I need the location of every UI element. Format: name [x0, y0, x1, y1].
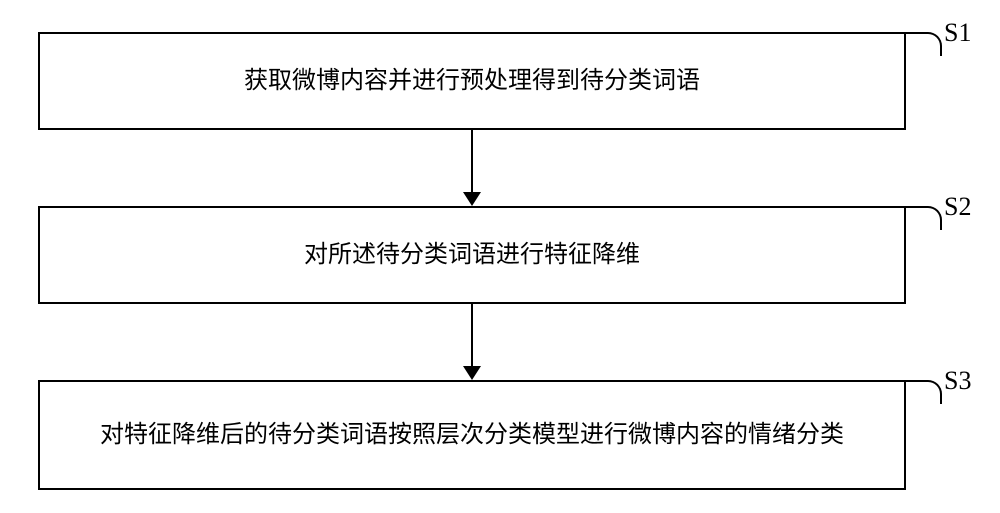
step-label-s2: S2: [944, 192, 971, 222]
step-label-s1: S1: [944, 18, 971, 48]
step-text-s3: 对特征降维后的待分类词语按照层次分类模型进行微博内容的情绪分类: [100, 416, 844, 454]
step-label-s3: S3: [944, 366, 971, 396]
step-box-s3: 对特征降维后的待分类词语按照层次分类模型进行微博内容的情绪分类: [38, 380, 906, 490]
step-box-s2: 对所述待分类词语进行特征降维: [38, 206, 906, 304]
step-box-s1: 获取微博内容并进行预处理得到待分类词语: [38, 32, 906, 130]
step-text-s1: 获取微博内容并进行预处理得到待分类词语: [244, 62, 700, 100]
flowchart-canvas: 获取微博内容并进行预处理得到待分类词语 S1 对所述待分类词语进行特征降维 S2…: [0, 0, 1000, 513]
arrow-s1-s2: [454, 130, 490, 206]
step-text-s2: 对所述待分类词语进行特征降维: [304, 236, 640, 274]
label-hook-s2: [906, 206, 942, 230]
arrow-s2-s3: [454, 304, 490, 380]
label-hook-s3: [906, 380, 942, 404]
label-hook-s1: [906, 32, 942, 56]
